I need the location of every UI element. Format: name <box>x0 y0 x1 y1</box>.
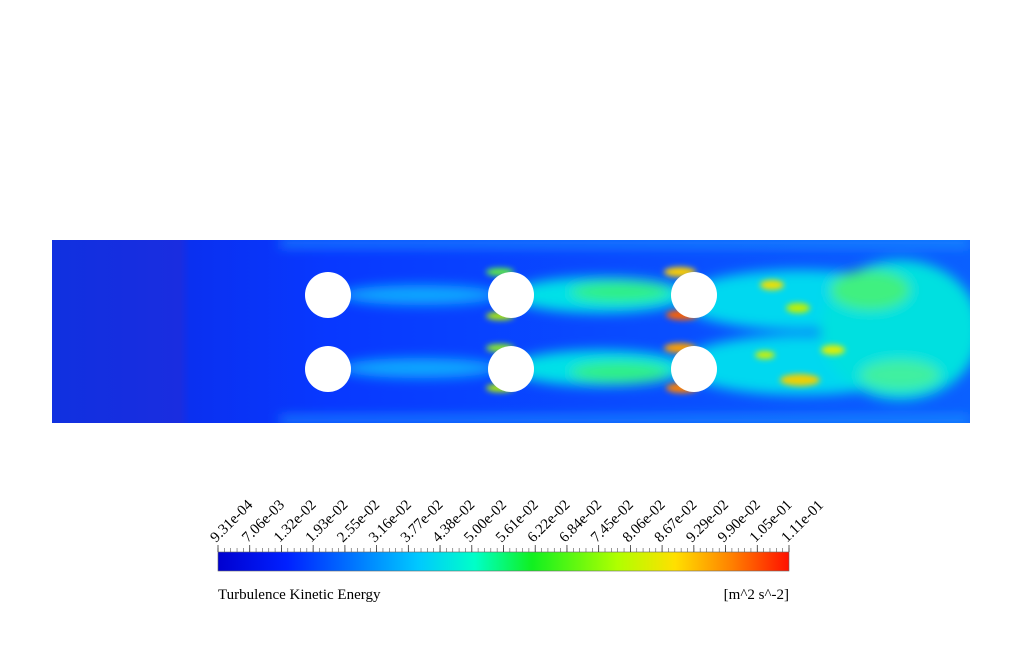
cylinders <box>305 272 717 392</box>
colorbar <box>217 551 790 572</box>
colorbar-title: Turbulence Kinetic Energy <box>218 587 381 603</box>
flow-field <box>52 240 970 423</box>
colorbar-unit: [m^2 s^-2] <box>724 587 789 603</box>
colorbar-gradient <box>218 552 789 571</box>
